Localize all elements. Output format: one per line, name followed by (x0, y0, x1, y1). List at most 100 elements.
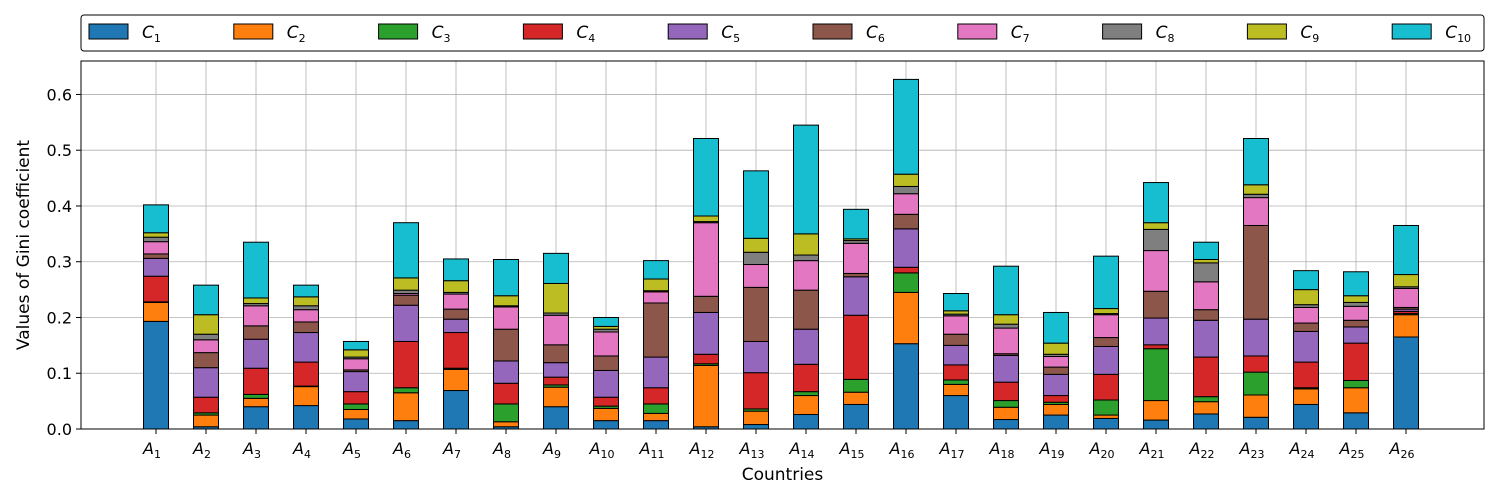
bar-segment-C5 (493, 360, 519, 384)
bars (143, 78, 1419, 430)
bar-segment-C1 (1343, 412, 1369, 430)
bar-segment-C3 (843, 378, 869, 393)
x-tick-label: A24 (1289, 439, 1315, 461)
bar-segment-C5 (293, 332, 319, 363)
bar-segment-C5 (943, 344, 969, 366)
bar-segment-C6 (193, 352, 219, 369)
x-tick-label: A5 (342, 439, 361, 461)
bar-segment-C5 (593, 369, 619, 398)
legend-swatch (233, 23, 274, 40)
bar-segment-C9 (193, 314, 219, 335)
bar-segment-C7 (1243, 197, 1269, 226)
x-tick-label: A13 (739, 439, 765, 461)
bar-segment-C1 (293, 405, 319, 430)
bar-segment-C6 (643, 302, 669, 358)
x-tick-label: A18 (989, 439, 1015, 461)
bar-segment-C2 (1343, 387, 1369, 414)
legend-swatch (1102, 23, 1143, 40)
bar-segment-C7 (343, 358, 369, 371)
bar-segment-C1 (543, 406, 569, 430)
bar-segment-C4 (743, 372, 769, 410)
legend-label: C7 (1011, 23, 1030, 45)
bar-segment-C10 (693, 138, 719, 217)
bar-segment-C4 (1243, 355, 1269, 373)
bar-segment-C9 (743, 237, 769, 253)
bar-segment-C10 (343, 340, 369, 351)
bar-segment-C9 (1393, 274, 1419, 288)
bar-segment-C10 (493, 258, 519, 297)
bar-segment-C9 (1343, 295, 1369, 303)
bar-segment-C1 (993, 419, 1019, 430)
bar-segment-C7 (293, 309, 319, 323)
x-tick-label: A6 (392, 439, 411, 461)
bar-segment-C9 (1143, 222, 1169, 230)
bar-segment-C6 (843, 272, 869, 278)
bar-segment-C7 (193, 339, 219, 354)
bar-segment-C5 (893, 228, 919, 268)
bar-segment-C7 (1343, 305, 1369, 321)
bar-segment-C9 (993, 314, 1019, 325)
bar-segment-C10 (193, 284, 219, 316)
bar-segment-C10 (743, 170, 769, 239)
bar-segment-C8 (293, 305, 319, 311)
bar-segment-C9 (1193, 258, 1219, 264)
bar-segment-C1 (1143, 419, 1169, 430)
bar-segment-C6 (743, 286, 769, 342)
bar-segment-C1 (1093, 417, 1119, 430)
legend-label: C6 (866, 23, 885, 45)
bar-segment-C7 (1043, 356, 1069, 368)
bar-segment-C5 (1293, 330, 1319, 363)
bar-segment-C4 (693, 353, 719, 365)
bar-segment-C10 (1143, 182, 1169, 224)
bar-segment-C4 (293, 361, 319, 387)
legend-label: C8 (1156, 23, 1175, 45)
bar-segment-C2 (443, 368, 469, 392)
bar-segment-C6 (143, 253, 169, 259)
bar-segment-C8 (193, 333, 219, 341)
bar-segment-C7 (1393, 287, 1419, 308)
bar-segment-C3 (993, 400, 1019, 408)
y-axis: 0.0 0.1 0.2 0.3 0.4 0.5 0.6 (47, 85, 81, 439)
x-tick-label: A20 (1089, 439, 1115, 461)
bar-segment-C8 (793, 254, 819, 262)
bar-segment-C9 (293, 296, 319, 307)
bar-segment-C2 (293, 386, 319, 407)
bar-segment-C2 (1193, 401, 1219, 415)
bar-segment-C6 (493, 328, 519, 362)
bar-segment-C2 (843, 391, 869, 405)
bar-segment-C9 (1243, 184, 1269, 195)
bar-segment-C6 (793, 289, 819, 330)
bar-segment-C2 (1243, 394, 1269, 418)
y-axis-title: Values of Gini coefficient (14, 140, 34, 350)
bar-segment-C5 (843, 276, 869, 316)
bar-segment-C8 (143, 236, 169, 243)
x-tick-label: A8 (492, 439, 511, 461)
bar-segment-C2 (643, 412, 669, 422)
bar-segment-C6 (443, 308, 469, 320)
bar-segment-C3 (493, 403, 519, 423)
bar-segment-C4 (1143, 344, 1169, 350)
bar-segment-C1 (343, 418, 369, 430)
bar-segment-C4 (443, 332, 469, 369)
x-tick-label: A11 (639, 439, 665, 461)
bar-segment-C7 (643, 291, 669, 304)
bar-segment-C8 (1243, 193, 1269, 199)
bar-segment-C5 (793, 328, 819, 365)
bar-segment-C6 (893, 213, 919, 230)
x-tick-label: A17 (939, 439, 965, 461)
bar-segment-C1 (393, 420, 419, 430)
bar-segment-C10 (293, 284, 319, 298)
bar-segment-C3 (1093, 399, 1119, 416)
plot-frame (80, 60, 1485, 430)
bar-segment-C6 (393, 294, 419, 306)
bar-segment-C8 (393, 289, 419, 295)
bar-segment-C6 (593, 355, 619, 371)
bar-segment-C9 (243, 297, 269, 305)
bar-segment-C7 (443, 293, 469, 310)
bar-segment-C10 (1193, 241, 1219, 260)
bar-segment-C5 (393, 304, 419, 342)
bar-segment-C2 (743, 410, 769, 426)
bar-segment-C2 (593, 407, 619, 422)
bar-segment-C1 (1043, 414, 1069, 430)
bar-segment-C9 (443, 280, 469, 293)
